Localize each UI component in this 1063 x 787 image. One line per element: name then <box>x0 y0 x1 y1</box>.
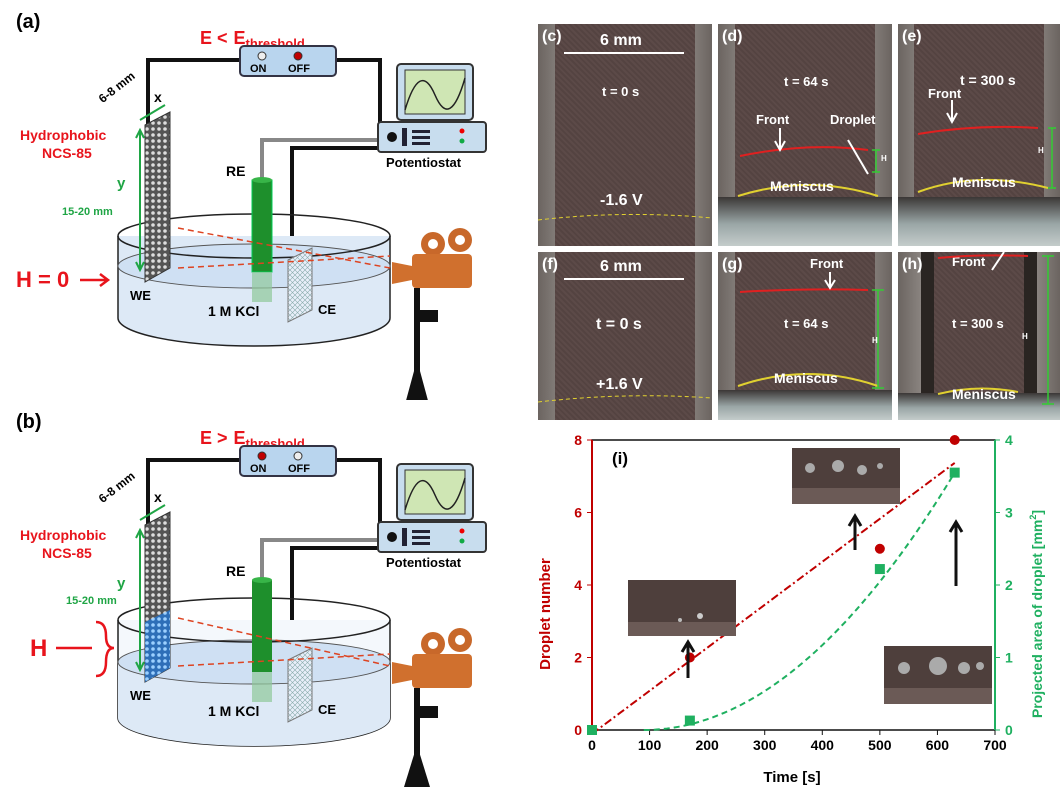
svg-text:1 M KCl: 1 M KCl <box>208 703 259 719</box>
y-right-tick-label: 4 <box>1005 432 1013 448</box>
svg-text:15-20 mm: 15-20 mm <box>62 206 113 218</box>
counter-electrode <box>287 247 313 323</box>
x-tick-label: 500 <box>868 737 892 753</box>
chart-panel-label: (i) <box>612 449 628 468</box>
counter-electrode <box>287 647 313 723</box>
svg-text:y: y <box>117 175 126 192</box>
photo-c: (c) 6 mm t = 0 s -1.6 V <box>538 24 712 246</box>
potentiostat-label: Potentiostat <box>386 555 462 570</box>
x-tick-label: 200 <box>695 737 719 753</box>
reference-electrode <box>251 179 273 273</box>
svg-text:y: y <box>117 575 126 592</box>
svg-text:ON: ON <box>250 463 267 475</box>
inset-photo-2 <box>792 448 900 550</box>
photo-f: (f) 6 mm t = 0 s +1.6 V <box>538 252 712 420</box>
y-right-tick-label: 3 <box>1005 505 1013 521</box>
photo-g: (g) Front t = 64 s H Meniscus <box>718 252 892 420</box>
potentiostat: Potentiostat <box>377 63 487 170</box>
svg-text:NCS-85: NCS-85 <box>42 545 92 561</box>
y-right-tick-label: 0 <box>1005 722 1013 738</box>
data-point-droplet-number <box>949 435 960 445</box>
inset-photo-3 <box>884 519 992 704</box>
series-fit-line <box>643 472 956 731</box>
data-point-projected-area <box>874 564 885 575</box>
y-left-tick-label: 2 <box>574 650 582 666</box>
y-right-tick-label: 2 <box>1005 577 1013 593</box>
photo-d: (d) t = 64 s Front Droplet H Meniscus <box>718 24 892 246</box>
svg-text:1 M KCl: 1 M KCl <box>208 303 259 319</box>
x-tick-label: 700 <box>983 737 1007 753</box>
potentiostat-label: Potentiostat <box>386 155 462 170</box>
x-tick-label: 0 <box>588 737 596 753</box>
potentiostat: Potentiostat <box>377 463 487 570</box>
svg-text:WE: WE <box>130 288 151 303</box>
scale-bar-label: 6 mm <box>600 32 642 49</box>
y-left-tick-label: 4 <box>574 577 582 593</box>
working-electrode <box>144 111 171 283</box>
photo-e: (e) t = 300 s Front H Meniscus <box>898 24 1060 246</box>
svg-text:x: x <box>154 489 162 505</box>
svg-text:15-20 mm: 15-20 mm <box>66 595 117 607</box>
panel-a-schematic: (a) E < Ethreshold ON OFF Potentiostat <box>16 11 487 400</box>
data-point-projected-area <box>587 725 597 735</box>
data-point-projected-area <box>949 467 960 478</box>
x-tick-label: 600 <box>926 737 950 753</box>
svg-text:6-8 mm: 6-8 mm <box>96 69 138 106</box>
svg-text:RE: RE <box>226 563 245 579</box>
chart-ylabel-right: Projected area of droplet [mm2] <box>1028 510 1045 718</box>
h-zero-label: H = 0 <box>16 267 69 292</box>
data-point-droplet-number <box>684 652 695 663</box>
inset-photo-1 <box>628 580 736 678</box>
y-left-tick-label: 8 <box>574 432 582 448</box>
svg-text:ON: ON <box>250 63 267 75</box>
svg-text:x: x <box>154 89 162 105</box>
y-left-tick-label: 0 <box>574 722 582 738</box>
svg-text:Hydrophobic: Hydrophobic <box>20 527 107 543</box>
power-switch: ON OFF <box>239 45 337 77</box>
wetted-region <box>145 610 170 682</box>
svg-text:CE: CE <box>318 702 336 717</box>
svg-text:OFF: OFF <box>288 63 310 75</box>
photo-h: (h) Front t = 300 s H Meniscus <box>898 252 1060 420</box>
chart-ylabel-left: Droplet number <box>537 558 554 670</box>
svg-text:OFF: OFF <box>288 463 310 475</box>
svg-text:Hydrophobic: Hydrophobic <box>20 127 107 143</box>
x-tick-label: 400 <box>811 737 835 753</box>
x-tick-label: 100 <box>638 737 662 753</box>
video-camera-icon <box>392 228 472 400</box>
power-switch: ON OFF <box>239 445 337 477</box>
panel-b-label: (b) <box>16 411 42 433</box>
svg-text:NCS-85: NCS-85 <box>42 145 92 161</box>
data-point-projected-area <box>684 715 695 726</box>
y-right-tick-label: 1 <box>1005 650 1013 666</box>
video-camera-icon <box>392 628 472 787</box>
panel-b-schematic: (b) E > Ethreshold ON OFF Potentiostat x … <box>16 411 487 787</box>
chart-xlabel: Time [s] <box>763 769 820 786</box>
y-left-tick-label: 6 <box>574 505 582 521</box>
svg-text:6-8 mm: 6-8 mm <box>96 469 138 506</box>
series-fit-line <box>591 462 956 735</box>
panel-a-label: (a) <box>16 11 40 33</box>
scale-bar-label: 6 mm <box>600 258 642 275</box>
svg-text:WE: WE <box>130 688 151 703</box>
h-label: H <box>30 635 47 662</box>
data-point-droplet-number <box>874 543 885 554</box>
reference-electrode <box>252 580 272 672</box>
svg-text:CE: CE <box>318 302 336 317</box>
svg-text:RE: RE <box>226 163 245 179</box>
x-tick-label: 300 <box>753 737 777 753</box>
